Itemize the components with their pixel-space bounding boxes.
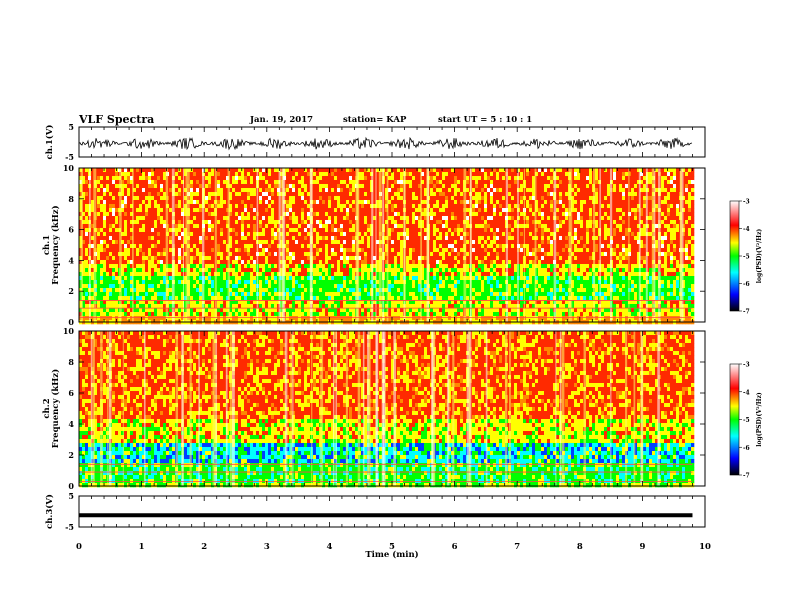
y-tick-label: 2 <box>68 286 74 296</box>
y-axis-label: ch.1 <box>42 235 52 255</box>
y-axis-label: Frequency (kHz) <box>50 205 61 284</box>
x-tick-label: 5 <box>389 542 395 552</box>
station-label: station= KAP <box>343 115 407 125</box>
x-tick-label: 7 <box>514 542 520 552</box>
y-tick-label: 0 <box>68 481 74 491</box>
y-tick-label: 0 <box>68 317 74 327</box>
y-tick-label: 5 <box>68 491 74 501</box>
colorbar-label: log(PSD)(V²/Hz) <box>756 229 763 284</box>
spectrogram-ch2-spectrogram <box>79 331 695 488</box>
spectrogram-ch1-spectrogram <box>79 168 695 325</box>
colorbar-tick-label: -5 <box>743 254 750 261</box>
x-tick-label: 1 <box>139 542 145 552</box>
chart-title: VLF Spectra <box>79 113 155 126</box>
colorbar-tick-label: -7 <box>743 309 750 316</box>
colorbar-tick-label: -5 <box>743 417 750 424</box>
colorbar-tick-label: -3 <box>743 199 750 206</box>
colorbar-tick-label: -4 <box>743 226 750 233</box>
x-tick-label: 0 <box>76 542 82 552</box>
y-axis-label: ch.1(V) <box>44 125 55 160</box>
x-tick-label: 8 <box>577 542 583 552</box>
y-tick-label: 6 <box>68 225 74 235</box>
colorbar-tick-label: -4 <box>743 389 750 396</box>
y-tick-label: 2 <box>68 450 74 460</box>
y-tick-label: 4 <box>68 255 74 265</box>
x-tick-label: 2 <box>201 542 207 552</box>
y-axis-label: Frequency (kHz) <box>50 369 61 448</box>
x-axis-label: Time (min) <box>365 549 418 560</box>
y-tick-label: 10 <box>63 163 75 173</box>
x-tick-label: 4 <box>326 542 332 552</box>
colorbar-tick-label: -6 <box>743 281 750 288</box>
y-tick-label: 8 <box>68 357 74 367</box>
start-time-label: start UT = 5 : 10 : 1 <box>438 115 533 125</box>
colorbar-1 <box>729 200 740 312</box>
y-axis-label: ch.3(V) <box>44 494 55 529</box>
colorbar-label: log(PSD)(V²/Hz) <box>756 392 763 447</box>
x-tick-label: 3 <box>264 542 270 552</box>
y-axis-label: ch.2 <box>42 398 52 418</box>
colorbar-2 <box>729 363 740 476</box>
y-tick-label: 5 <box>68 122 74 132</box>
x-tick-label: 10 <box>699 542 711 552</box>
ch1-waveform-line <box>78 136 693 151</box>
date-label: Jan. 19, 2017 <box>250 115 314 125</box>
y-tick-label: 8 <box>68 194 74 204</box>
y-tick-label: 6 <box>68 388 74 398</box>
colorbar-tick-label: -3 <box>743 362 750 369</box>
x-tick-label: 9 <box>639 542 645 552</box>
y-tick-label: -5 <box>65 522 74 532</box>
y-tick-label: -5 <box>65 152 74 162</box>
y-tick-label: 10 <box>63 326 75 336</box>
x-tick-label: 6 <box>452 542 458 552</box>
y-tick-label: 4 <box>68 419 74 429</box>
colorbar-tick-label: -7 <box>743 473 750 480</box>
colorbar-tick-label: -6 <box>743 445 750 452</box>
